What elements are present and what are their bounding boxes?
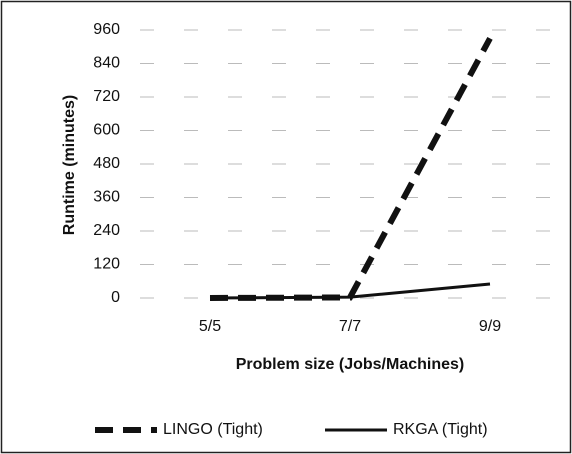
y-tick-label: 120: [93, 256, 120, 273]
y-tick-label: 0: [111, 289, 120, 306]
y-axis-title: Runtime (minutes): [61, 95, 78, 235]
x-tick-label: 5/5: [199, 318, 221, 335]
y-tick-label: 240: [93, 222, 120, 239]
x-axis-title: Problem size (Jobs/Machines): [236, 356, 465, 373]
y-tick-label: 840: [93, 55, 120, 72]
x-tick-label: 9/9: [479, 318, 501, 335]
series-line: [209, 282, 491, 300]
y-tick-label: 720: [93, 88, 120, 105]
y-tick-label: 360: [93, 189, 120, 206]
y-tick-label: 960: [93, 21, 120, 38]
legend-label: LINGO (Tight): [163, 421, 263, 438]
y-tick-label: 480: [93, 155, 120, 172]
y-tick-label: 600: [93, 122, 120, 139]
x-tick-label: 7/7: [339, 318, 361, 335]
legend-label: RKGA (Tight): [393, 421, 488, 438]
